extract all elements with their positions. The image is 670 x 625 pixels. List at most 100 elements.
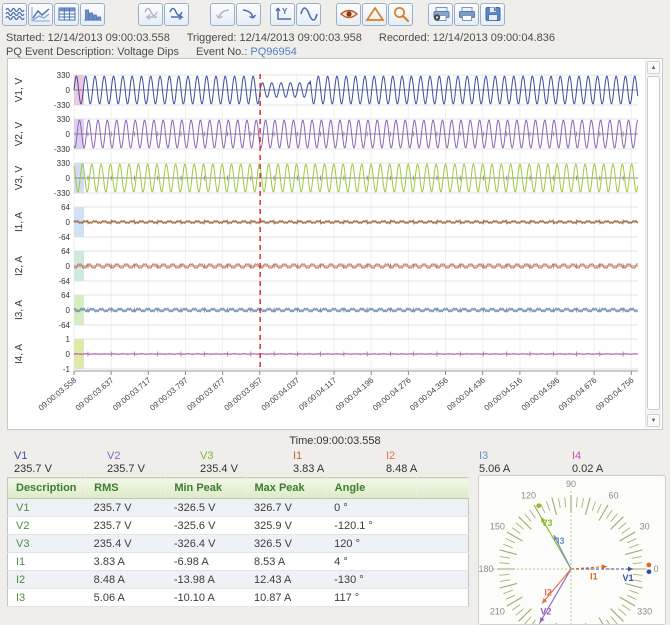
toolbar-group: Y [270,3,322,26]
column-header[interactable] [416,478,468,499]
waveform-view-button[interactable] [2,3,27,26]
readout-I1: I13.83 A [293,450,386,475]
svg-text:-64: -64 [58,233,70,242]
recorded-value: 12/14/2013 09:00:04.836 [433,32,555,44]
x-tick-label: 09:00:04.596 [520,375,562,412]
readout-label: I3 [479,450,572,462]
row-value: -325.6 V [166,517,246,535]
table-row-I3[interactable]: I35.06 A-10.10 A10.87 A117 ° [8,589,469,607]
save-icon [483,6,503,22]
readout-value: 0.02 A [572,463,665,475]
axis-scale-button[interactable]: Y [270,3,295,26]
waveform-plot[interactable]: 09:00:03.55809:00:03.63709:00:03.71709:0… [8,59,648,429]
event-no-link[interactable]: PQ96954 [250,46,296,58]
x-tick-label: 09:00:04.436 [445,375,487,412]
row-value: 8.48 A [86,571,166,589]
row-value: -10.10 A [166,589,246,607]
scroll-up-button[interactable]: ▲ [647,61,660,74]
column-header[interactable]: Description [8,478,86,499]
phasor-label-V3: V3 [541,518,552,528]
svg-text:330: 330 [57,71,71,80]
phasor-label-V2: V2 [540,607,551,617]
row-value: 117 ° [326,589,416,607]
next-event-wave-icon [167,6,187,22]
svg-text:64: 64 [61,291,70,300]
pq-description-value: Voltage Dips [117,46,179,58]
polar-angle-label: 180 [479,564,494,574]
print-button[interactable] [454,3,479,26]
row-value: -6.98 A [166,553,246,571]
phasor-panel: 0306090120150180210240270300330V1V2V3I1I… [478,475,666,625]
table-row-V2[interactable]: V2235.7 V-325.6 V325.9 V-120.1 ° [8,517,469,535]
axis-scale-icon: Y [273,6,293,22]
row-value: 3.83 A [86,553,166,571]
event-triangle-button[interactable] [362,3,387,26]
channel-label-V1: V1, V [14,77,25,102]
svg-text:0: 0 [66,262,71,271]
row-description: I2 [8,571,86,589]
column-header[interactable]: Min Peak [166,478,246,499]
readout-value: 235.7 V [107,463,200,475]
phasor-label-I3: I3 [557,536,565,546]
page-setup-button[interactable] [428,3,453,26]
channel-label-V2: V2, V [14,121,25,146]
cursor-time: Time:09:00:03.558 [0,430,670,447]
polar-angle-label: 60 [608,490,618,500]
page-setup-icon [431,6,451,22]
step-back-button[interactable] [210,3,235,26]
table-row-V1[interactable]: V1235.7 V-326.5 V326.7 V0 ° [8,499,469,517]
row-value: 8.53 A [246,553,326,571]
readout-label: I2 [386,450,479,462]
view-eye-icon [339,6,359,22]
waveform-vscrollbar[interactable]: ▲ ▼ [645,60,661,428]
table-row-I2[interactable]: I28.48 A-13.98 A12.43 A-130 ° [8,571,469,589]
readout-value: 5.06 A [479,463,572,475]
save-button[interactable] [480,3,505,26]
readout-value: 235.7 V [14,463,107,475]
polar-angle-label: 120 [521,490,536,500]
trend-chart-button[interactable] [28,3,53,26]
step-forward-button[interactable] [236,3,261,26]
svg-text:-330: -330 [54,145,71,154]
waveform-panel[interactable]: 09:00:03.55809:00:03.63709:00:03.71709:0… [7,58,663,430]
column-header[interactable]: Angle [326,478,416,499]
row-value: 326.5 V [246,535,326,553]
row-value: -326.5 V [166,499,246,517]
row-value: 12.43 A [246,571,326,589]
x-tick-label: 09:00:04.276 [371,375,413,412]
scroll-down-button[interactable]: ▼ [647,414,660,427]
toolbar-group [336,3,414,26]
next-event-wave-button[interactable] [164,3,189,26]
column-header[interactable]: Max Peak [246,478,326,499]
column-header[interactable]: RMS [86,478,166,499]
svg-text:64: 64 [61,247,70,256]
svg-text:330: 330 [57,159,71,168]
view-eye-button[interactable] [336,3,361,26]
x-tick-label: 09:00:03.957 [222,375,264,412]
toolbar: Y [0,0,670,28]
sine-view-button[interactable] [296,3,321,26]
polar-angle-label: 90 [566,479,576,489]
x-tick-label: 09:00:04.356 [408,375,450,412]
started-value: 12/14/2013 09:00:03.558 [48,32,170,44]
row-description: I1 [8,553,86,571]
row-value: 4 ° [326,553,416,571]
svg-text:Y: Y [282,7,288,16]
svg-text:-64: -64 [58,321,70,330]
polar-angle-label: 330 [637,607,652,617]
histogram-button[interactable] [80,3,105,26]
table-row-I1[interactable]: I13.83 A-6.98 A8.53 A4 ° [8,553,469,571]
data-table-button[interactable] [54,3,79,26]
x-tick-label: 09:00:03.637 [74,375,116,412]
zoom-magnifier-icon [391,6,411,22]
readout-label: V1 [14,450,107,462]
readout-V3: V3235.4 V [200,450,293,475]
table-row-V3[interactable]: V3235.4 V-326.4 V326.5 V120 ° [8,535,469,553]
scroll-thumb[interactable] [647,76,660,410]
x-tick-label: 09:00:04.676 [557,375,599,412]
polar-angle-label: 0 [653,564,658,574]
recorded-label: Recorded: [379,32,430,44]
row-value [416,499,468,517]
prev-event-wave-button[interactable] [138,3,163,26]
zoom-magnifier-button[interactable] [388,3,413,26]
